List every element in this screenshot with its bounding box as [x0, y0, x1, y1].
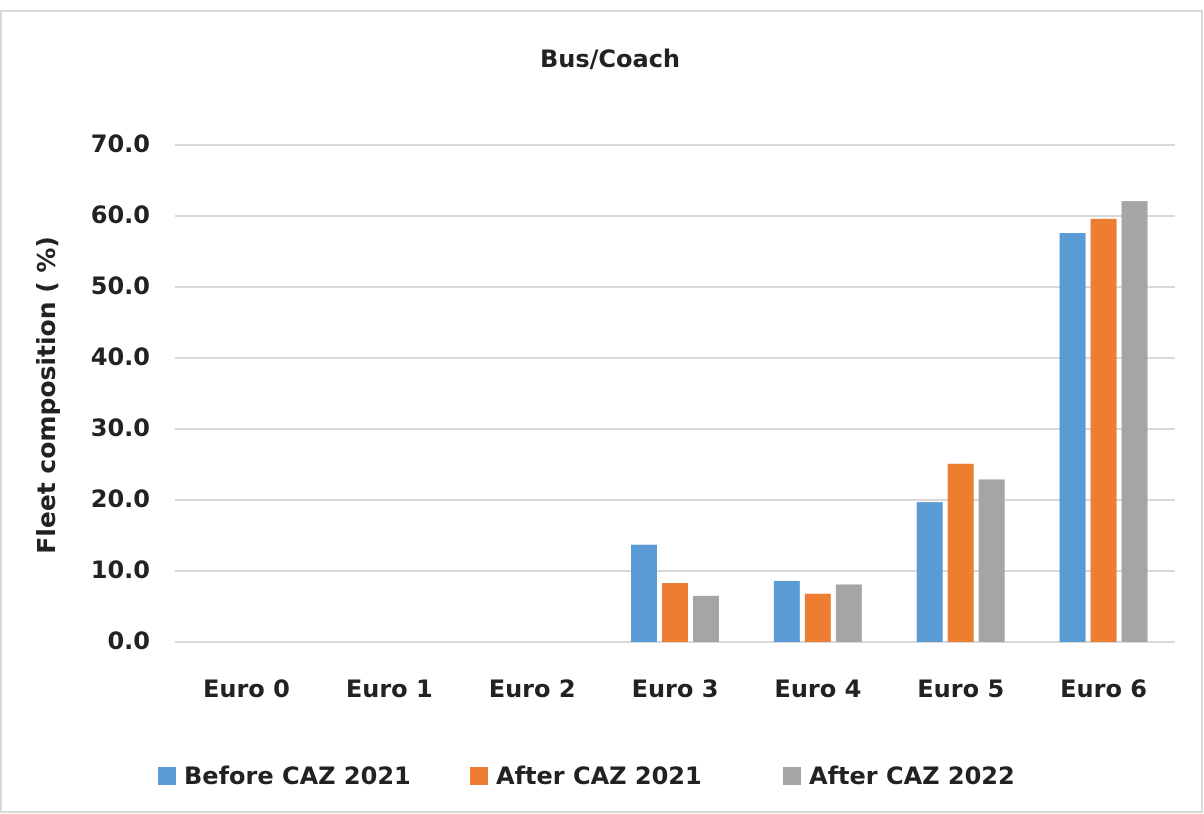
bar — [773, 580, 800, 642]
legend-swatch — [783, 767, 801, 785]
bar — [978, 479, 1005, 642]
bar — [947, 463, 974, 642]
x-tick-label: Euro 0 — [203, 675, 290, 703]
x-tick-label: Euro 2 — [489, 675, 576, 703]
y-tick-label: 0.0 — [107, 627, 150, 655]
bar — [1059, 233, 1086, 643]
legend-swatch — [470, 767, 488, 785]
y-tick-label: 50.0 — [91, 272, 150, 300]
bar — [1121, 201, 1148, 642]
bar — [804, 593, 831, 642]
y-axis-label: Fleet composition ( %) — [32, 236, 61, 554]
bar — [662, 583, 688, 642]
y-tick-label: 70.0 — [91, 130, 150, 158]
chart-frame — [0, 10, 1203, 813]
legend-swatch — [158, 767, 176, 785]
legend-label: Before CAZ 2021 — [184, 762, 411, 790]
legend-label: After CAZ 2022 — [809, 762, 1015, 790]
bar — [693, 595, 719, 642]
bar — [916, 502, 943, 642]
legend-label: After CAZ 2021 — [496, 762, 702, 790]
bar — [631, 544, 657, 642]
bar — [835, 584, 862, 642]
x-tick-label: Euro 4 — [774, 675, 861, 703]
bar — [1090, 218, 1117, 642]
x-tick-label: Euro 5 — [917, 675, 1004, 703]
y-tick-label: 60.0 — [91, 201, 150, 229]
x-tick-label: Euro 6 — [1060, 675, 1147, 703]
y-tick-label: 20.0 — [91, 485, 150, 513]
y-tick-label: 30.0 — [91, 414, 150, 442]
chart-title: Bus/Coach — [540, 45, 680, 73]
y-tick-label: 40.0 — [91, 343, 150, 371]
y-tick-label: 10.0 — [91, 556, 150, 584]
x-tick-label: Euro 3 — [632, 675, 719, 703]
x-tick-label: Euro 1 — [346, 675, 433, 703]
